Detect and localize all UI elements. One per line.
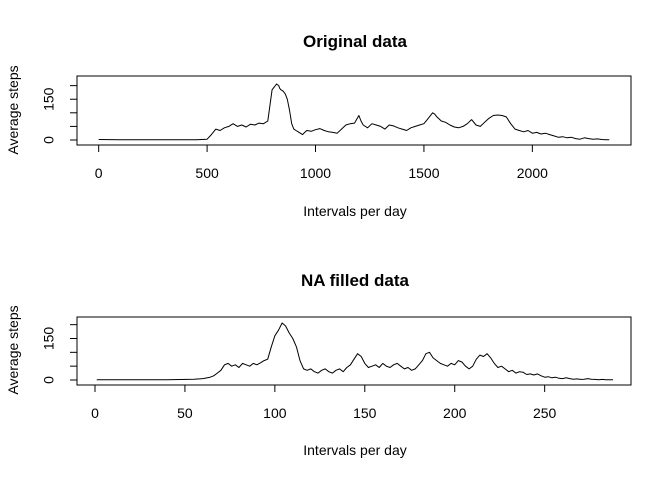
y-tick-label: 0: [41, 136, 57, 144]
chart-title: NA filled data: [301, 271, 410, 290]
y-tick-label: 150: [41, 327, 57, 351]
chart-title: Original data: [303, 32, 407, 51]
x-tick-label: 500: [195, 165, 219, 181]
x-tick-label: 1000: [300, 165, 331, 181]
x-tick-label: 2000: [517, 165, 548, 181]
series-line: [98, 83, 610, 141]
x-tick-label: 250: [533, 405, 557, 421]
chart-panel-original: Original data 0 500 1000 1500 2000 0 150 Inter…: [5, 32, 632, 219]
series-line: [96, 322, 613, 381]
y-tick-label: 150: [41, 87, 57, 111]
x-axis-label: Intervals per day: [303, 442, 407, 458]
axis-ticks: 0 500 1000 1500 2000 0 150: [41, 85, 548, 181]
x-tick-label: 1500: [408, 165, 439, 181]
y-axis-label: Average steps: [5, 305, 21, 394]
chart-panel-na-filled: NA filled data 0 50 100 150 200 250 0 150 Inter…: [5, 271, 632, 458]
y-tick-label: 0: [41, 376, 57, 384]
x-tick-label: 150: [353, 405, 377, 421]
axis-ticks: 0 50 100 150 200 250 0 150: [41, 324, 557, 421]
x-tick-label: 200: [443, 405, 467, 421]
x-axis-label: Intervals per day: [303, 203, 407, 219]
plot-frame: [76, 75, 632, 146]
x-tick-label: 0: [95, 165, 103, 181]
plot-frame: [76, 316, 632, 386]
x-tick-label: 0: [91, 405, 99, 421]
y-axis-label: Average steps: [5, 65, 21, 154]
x-tick-label: 50: [177, 405, 193, 421]
x-tick-label: 100: [263, 405, 287, 421]
